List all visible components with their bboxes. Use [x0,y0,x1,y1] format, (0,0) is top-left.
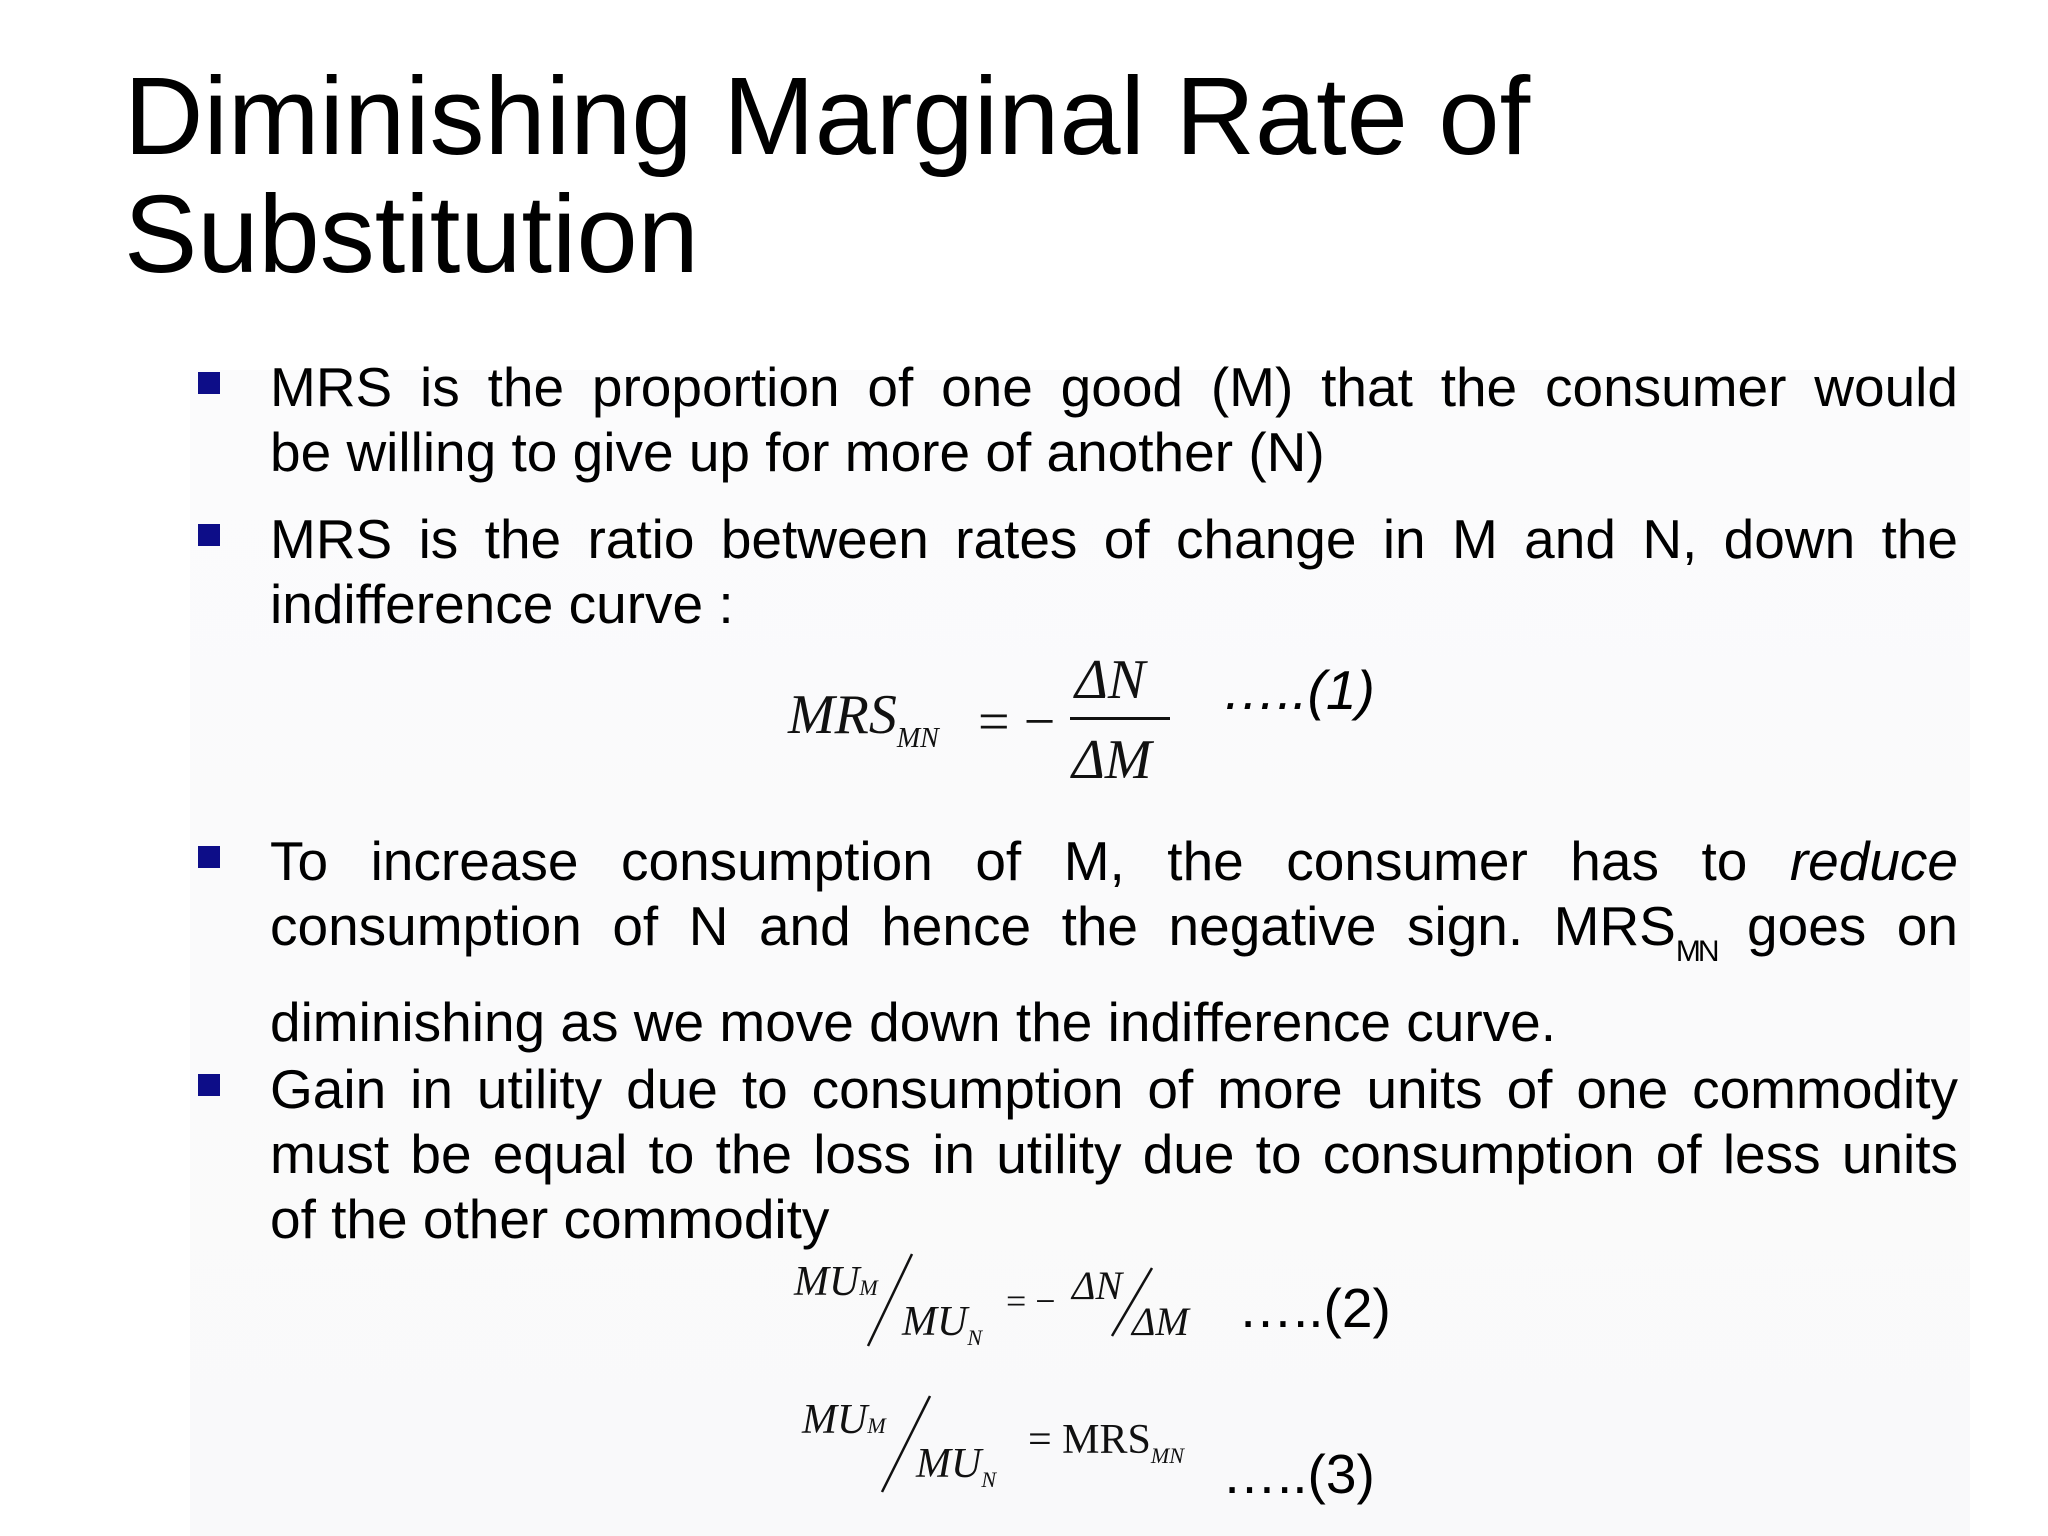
slide-title: Diminishing Marginal Rate of Substitutio… [124,58,1530,294]
eq1-lhs: MRSMN [788,684,939,754]
eq3-mu-n: MUN [916,1441,997,1492]
eq3-slash [880,1395,932,1493]
bullet-1-line-1: MRS is the proportion of one good (M) th… [270,356,1958,418]
eq1-denominator: ΔM [1072,729,1152,791]
bullet-4-line-3: of the other commodity [270,1188,830,1250]
eq1-numerator: ΔN [1075,649,1146,711]
bullet-marker [198,846,220,868]
content-background [190,370,1970,1536]
bullet-marker [198,372,220,394]
title-line-1: Diminishing Marginal Rate of [124,55,1531,178]
emphasis-reduce: reduce [1789,830,1958,892]
bullet-1-line-2: be willing to give up for more of anothe… [270,421,1325,483]
bullet-3-line-3: diminishing as we move down the indiffer… [270,991,1557,1053]
bullet-4-line-1: Gain in utility due to consumption of mo… [270,1058,1958,1120]
eq3-label: …..(3) [1222,1443,1375,1505]
bullet-1: MRS is the proportion of one good (M) th… [198,355,1958,485]
eq2-delta-m: ΔM [1132,1299,1189,1344]
bullet-marker [198,524,220,546]
eq2-delta-n: ΔN [1072,1263,1123,1308]
title-line-2: Substitution [124,173,699,296]
eq2-slash-1 [866,1253,914,1347]
bullet-4-line-2: must be equal to the loss in utility due… [270,1123,1958,1185]
eq1-equals: = − [978,691,1056,753]
bullet-3-line-2: consumption of N and hence the negative … [270,895,1958,968]
bullet-3: To increase consumption of M, the consum… [198,829,1958,1060]
eq3-mu-m: MUM [802,1397,886,1443]
eq2-mu-n: MUN [902,1299,983,1350]
bullet-2-line-1: MRS is the ratio between rates of change… [270,508,1958,570]
bullet-2-line-2: indifference curve : [270,573,734,635]
bullet-marker [198,1074,220,1096]
eq2-slash-2 [1110,1267,1154,1337]
fraction-bar [1070,717,1170,720]
eq2-mu-m: MUM [794,1259,878,1305]
bullet-2: MRS is the ratio between rates of change… [198,507,1958,637]
eq1-label: …..(1) [1222,659,1375,721]
eq2-equals: = − [1006,1281,1056,1321]
eq2-label: …..(2) [1238,1277,1391,1339]
eq3-rhs: = MRSMN [1028,1417,1184,1468]
bullet-4: Gain in utility due to consumption of mo… [198,1057,1958,1252]
bullet-3-line-1: To increase consumption of M, the consum… [270,830,1958,892]
